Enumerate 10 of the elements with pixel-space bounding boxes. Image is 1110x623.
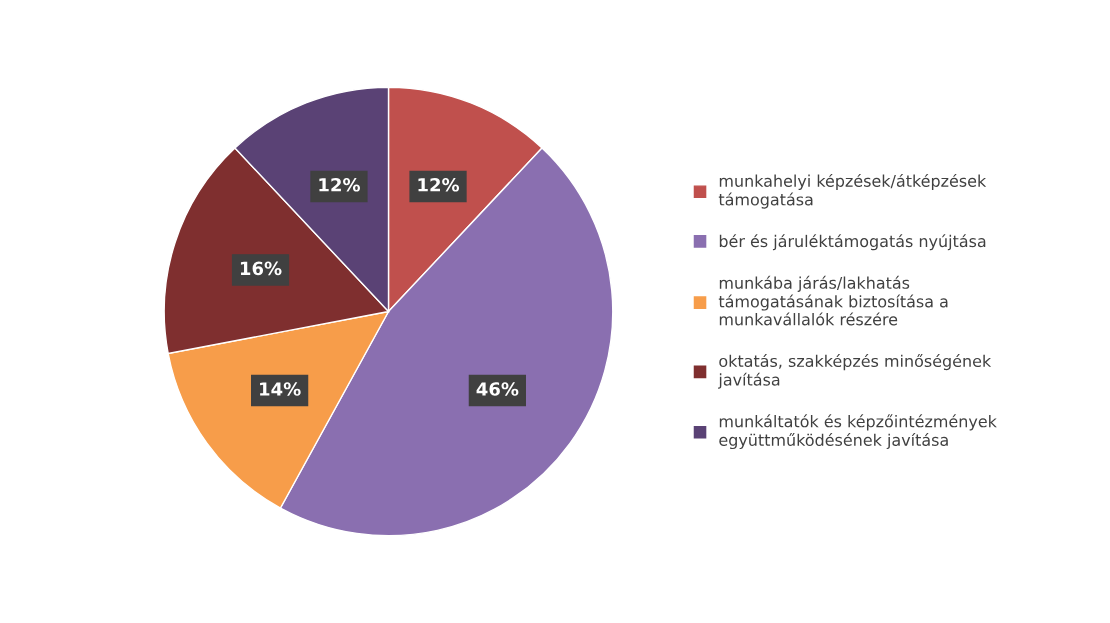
legend-label: oktatás, szakképzés minőségének javítása <box>718 354 992 389</box>
data-label: 12% <box>319 177 360 192</box>
legend-label: bér és járuléktámogatás nyújtása <box>719 234 986 251</box>
data-label: 46% <box>476 382 519 396</box>
legend-label: munkáltatók és képzőintézmények együttműködésének javítása <box>719 414 997 450</box>
data-label: 14% <box>260 382 301 396</box>
data-label: 16% <box>240 261 282 276</box>
data-label: 12% <box>418 177 460 192</box>
legend-label: munkába járás/lakhatás támogatásának biztosítása a munkavállalók részére <box>718 275 948 326</box>
legend-label: munkahelyi képzések/átképzések támogatása <box>718 173 987 209</box>
